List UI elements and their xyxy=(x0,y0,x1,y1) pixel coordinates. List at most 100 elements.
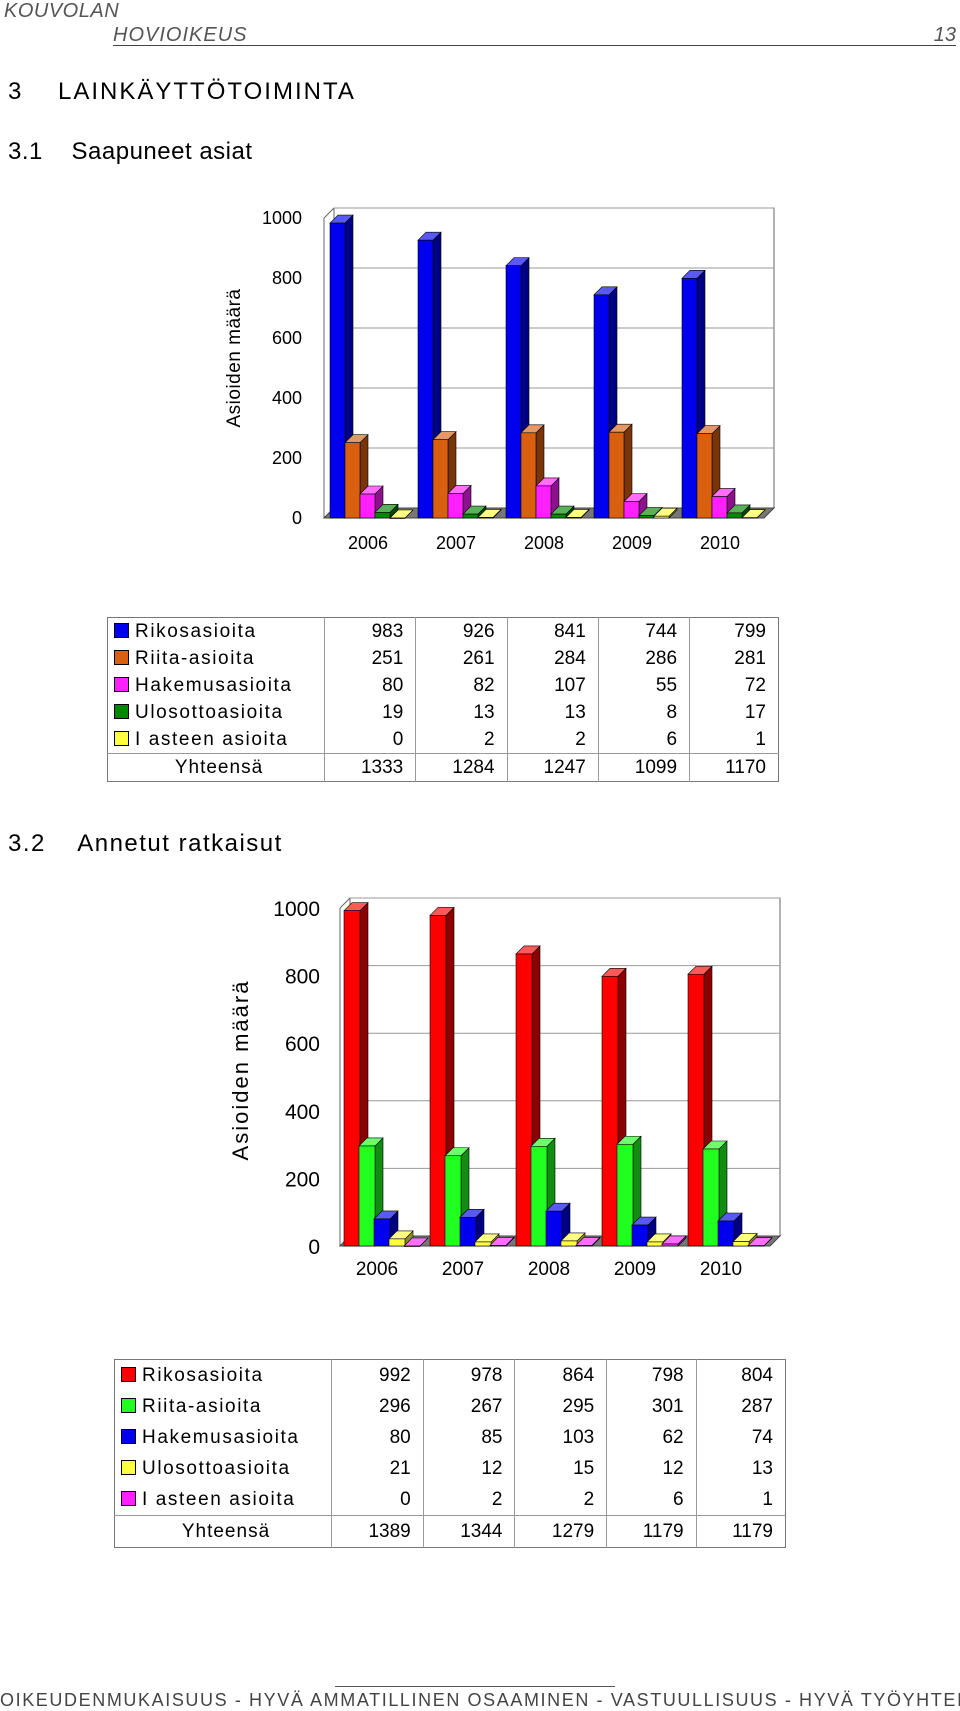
table-cell: 926 xyxy=(415,617,508,645)
bar-hakemusasioita-2007 xyxy=(459,1208,485,1247)
y-tick-label: 600 xyxy=(272,328,302,348)
table-cell: 21 xyxy=(331,1453,424,1484)
series-label: Riita-asioita xyxy=(107,645,325,672)
table-cell: 1 xyxy=(762,1488,773,1510)
y-tick-label: 400 xyxy=(272,388,302,408)
bar-i-asteen-asioita-2008 xyxy=(575,1236,601,1247)
total-cell: 1247 xyxy=(507,753,599,782)
table-cell: 8 xyxy=(598,699,691,726)
x-tick-label: 2009 xyxy=(614,1259,656,1280)
x-tick-label: 2008 xyxy=(528,1259,570,1280)
table-cell: 281 xyxy=(734,647,766,669)
y-tick-label: 400 xyxy=(285,1101,320,1124)
x-tick-label: 2007 xyxy=(442,1259,484,1280)
legend-swatch xyxy=(114,676,129,692)
bar-hakemusasioita-2006 xyxy=(373,1210,399,1247)
table-cell: 301 xyxy=(606,1391,697,1422)
bar-hakemusasioita-2006 xyxy=(359,485,384,519)
subsection-title-1: 3.1 Saapuneet asiat xyxy=(8,138,253,165)
series-label: Hakemusasioita xyxy=(107,672,325,699)
table-cell: 103 xyxy=(514,1422,608,1453)
total-cell: 1389 xyxy=(331,1515,424,1548)
table-row: I asteen asioita 0 2 2 6 1 xyxy=(114,1484,786,1516)
table-cell: 13 xyxy=(751,1457,773,1479)
table-cell: 287 xyxy=(741,1395,773,1417)
y-tick-label: 200 xyxy=(285,1168,320,1191)
table-cell: 284 xyxy=(507,645,599,672)
y-tick-label: 0 xyxy=(308,1236,320,1259)
table-cell: 267 xyxy=(423,1391,516,1422)
y-tick-label: 0 xyxy=(292,508,302,528)
y-tick-label: 800 xyxy=(272,268,302,288)
section-title: 3 LAINKÄYTTÖTOIMINTA xyxy=(8,78,356,105)
total-cell: 1099 xyxy=(598,753,691,782)
table-cell: 251 xyxy=(324,645,417,672)
total-cell: 1279 xyxy=(514,1515,608,1548)
bar-ulosottoasioita-2006 xyxy=(374,503,399,519)
y-tick-label: 200 xyxy=(272,448,302,468)
bar-i-asteen-asioita-2007 xyxy=(489,1236,515,1247)
table-cell: 13 xyxy=(507,699,599,726)
bar-i-asteen-asioita-2010 xyxy=(741,508,766,519)
y-tick-label: 1000 xyxy=(273,898,320,921)
table-saapuneet: Rikosasioita 983 926 841 744 799 Riita-asioita… xyxy=(107,617,779,782)
total-cell: 1284 xyxy=(415,753,508,782)
table-cell: 107 xyxy=(507,672,599,699)
legend-swatch xyxy=(121,1428,136,1444)
x-tick-label: 2009 xyxy=(612,533,652,553)
table-cell: 6 xyxy=(606,1484,697,1516)
x-tick-label: 2007 xyxy=(436,533,476,553)
table-cell: 82 xyxy=(415,672,508,699)
series-label: Hakemusasioita xyxy=(114,1422,332,1453)
table-cell: 0 xyxy=(331,1484,424,1516)
table-cell: 983 xyxy=(324,617,417,645)
table-row: Hakemusasioita 80 82 107 55 72 xyxy=(107,672,779,699)
series-label: Ulosottoasioita xyxy=(107,699,325,726)
page-number: 13 xyxy=(933,24,956,46)
header-org: KOUVOLAN xyxy=(4,0,120,22)
table-cell: 2 xyxy=(507,726,599,754)
table-cell: 841 xyxy=(507,617,599,645)
table-cell: 744 xyxy=(598,617,691,645)
table-cell: 80 xyxy=(324,672,417,699)
table-cell: 992 xyxy=(331,1359,424,1391)
table-cell: 286 xyxy=(598,645,691,672)
footer-rule xyxy=(335,1686,615,1687)
table-row: Ulosottoasioita 19 13 13 8 17 xyxy=(107,699,779,726)
table-cell: 0 xyxy=(324,726,417,754)
table-cell: 17 xyxy=(744,701,766,723)
table-cell: 13 xyxy=(415,699,508,726)
series-label: I asteen asioita xyxy=(114,1484,332,1516)
total-cell: 1179 xyxy=(696,1515,786,1548)
total-cell: 1179 xyxy=(606,1515,697,1548)
chart-ratkaisut: 0 200 400 600 800 1000 Asioiden määrä 2006 2007 2… xyxy=(228,897,782,1280)
bar-i-asteen-asioita-2009 xyxy=(661,1235,687,1247)
x-tick-label: 2010 xyxy=(700,1259,742,1280)
legend-swatch xyxy=(114,703,129,719)
y-axis-label: Asioiden määrä xyxy=(228,980,253,1161)
bar-i-asteen-asioita-2008 xyxy=(565,508,590,519)
bar-i-asteen-asioita-2006 xyxy=(389,509,414,519)
bar-ulosottoasioita-2006 xyxy=(388,1230,414,1247)
table-cell: 261 xyxy=(415,645,508,672)
legend-swatch xyxy=(121,1397,136,1413)
x-tick-label: 2008 xyxy=(524,533,564,553)
series-label: I asteen asioita xyxy=(107,726,325,754)
table-row: Riita-asioita 251 261 284 286 281 xyxy=(107,645,779,672)
table-row: Rikosasioita 992 978 864 798 804 xyxy=(114,1359,786,1391)
header-court: HOVIOIKEUS xyxy=(113,24,248,46)
table-row: Riita-asioita 296 267 295 301 287 xyxy=(114,1391,786,1422)
table-row: Hakemusasioita 80 85 103 62 74 xyxy=(114,1422,786,1453)
footer-text: OIKEUDENMUKAISUUS - HYVÄ AMMATILLINEN OS… xyxy=(0,1690,960,1710)
y-tick-label: 1000 xyxy=(262,208,302,228)
legend-swatch xyxy=(121,1490,136,1506)
axis-depth xyxy=(339,897,351,909)
table-row: I asteen asioita 0 2 2 6 1 xyxy=(107,726,779,754)
table-ratkaisut: Rikosasioita 992 978 864 798 804 Riita-asioita… xyxy=(114,1359,786,1548)
table-row: Ulosottoasioita 21 12 15 12 13 xyxy=(114,1453,786,1484)
table-cell: 296 xyxy=(331,1391,424,1422)
table-cell: 12 xyxy=(423,1453,516,1484)
table-cell: 978 xyxy=(423,1359,516,1391)
table-cell: 55 xyxy=(598,672,691,699)
x-tick-label: 2006 xyxy=(356,1259,398,1280)
